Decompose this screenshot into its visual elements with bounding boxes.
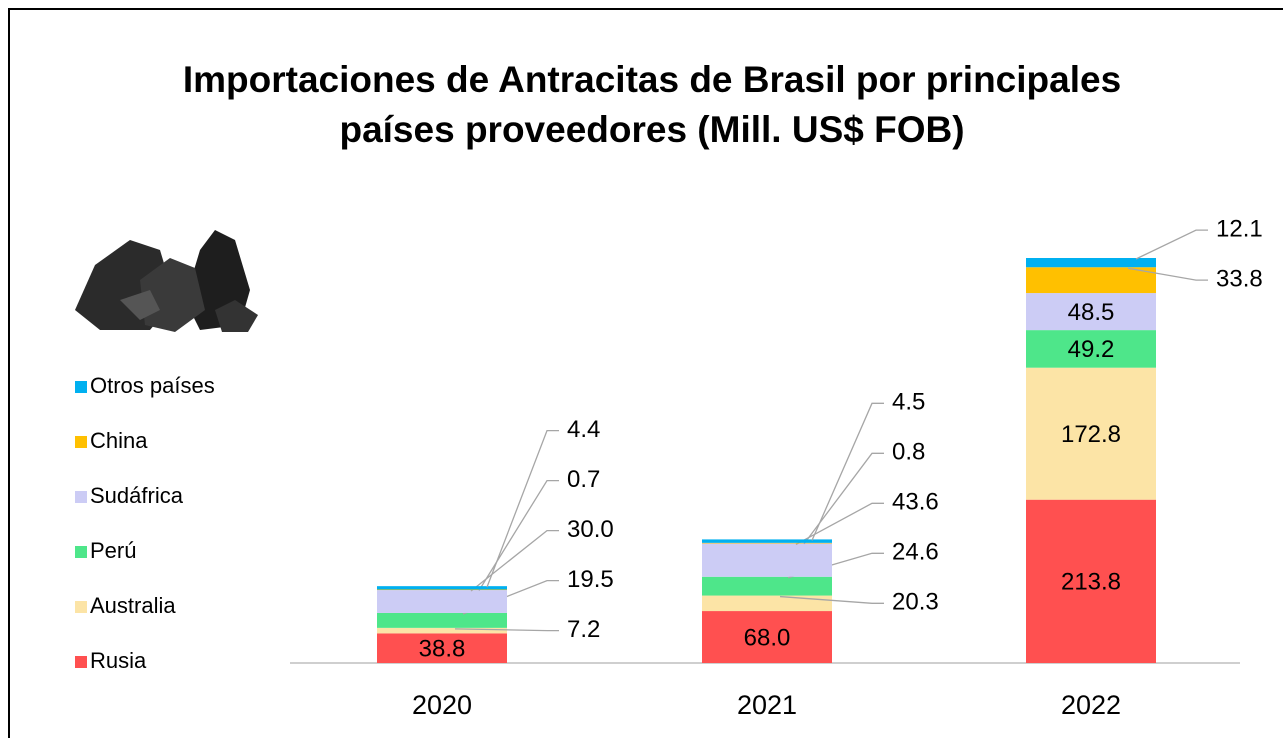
bar-segment	[377, 627, 507, 634]
value-label: 68.0	[744, 624, 791, 651]
legend-label: Rusia	[90, 648, 147, 673]
value-label: 20.3	[892, 589, 939, 616]
legend-swatch	[75, 546, 87, 558]
bar-segment	[1026, 293, 1156, 331]
value-label: 172.8	[1061, 421, 1121, 448]
bar-segment	[1026, 499, 1156, 663]
leader-line	[779, 595, 884, 604]
leader-line	[811, 402, 884, 541]
bar-segment	[377, 612, 507, 628]
x-tick-label: 2020	[412, 690, 472, 720]
leader-line	[1127, 267, 1208, 281]
leader-line	[486, 429, 559, 588]
value-label: 4.5	[892, 389, 925, 416]
value-label: 49.2	[1068, 336, 1115, 363]
bar-segment	[1026, 258, 1156, 268]
legend-swatch	[75, 436, 87, 448]
value-label: 213.8	[1061, 569, 1121, 596]
value-label: 0.7	[567, 466, 600, 493]
bar-segment	[702, 611, 832, 663]
bar-segment	[702, 576, 832, 596]
leader-line	[1135, 229, 1208, 260]
bar-segment	[1026, 267, 1156, 294]
leader-line	[478, 479, 559, 591]
legend-swatch	[75, 381, 87, 393]
x-tick-label: 2022	[1061, 690, 1121, 720]
chart-title: Importaciones de Antracitas de Brasil po…	[183, 59, 1121, 100]
value-label: 38.8	[419, 636, 466, 663]
bar-segment	[702, 595, 832, 612]
legend-swatch	[75, 601, 87, 613]
bar-segment	[1026, 367, 1156, 500]
value-label: 7.2	[567, 616, 600, 643]
value-label: 43.6	[892, 489, 939, 516]
value-label: 24.6	[892, 539, 939, 566]
legend-label: Australia	[90, 593, 176, 618]
leader-line	[454, 628, 559, 632]
bar-segment	[377, 589, 507, 591]
bar-segment	[702, 539, 832, 543]
bar-segment	[1026, 330, 1156, 368]
chart-subtitle: países proveedores (Mill. US$ FOB)	[339, 109, 964, 150]
value-label: 12.1	[1216, 215, 1263, 242]
coal-icon	[75, 230, 258, 332]
bar-segment	[377, 633, 507, 663]
value-label: 48.5	[1068, 299, 1115, 326]
value-label: 30.0	[567, 516, 614, 543]
legend-swatch	[75, 491, 87, 503]
leader-line	[470, 529, 559, 592]
legend-label: Sudáfrica	[90, 483, 184, 508]
value-label: 33.8	[1216, 265, 1263, 292]
bar-segment	[377, 590, 507, 613]
value-label: 0.8	[892, 439, 925, 466]
legend-label: Perú	[90, 538, 136, 563]
bar-segment	[702, 542, 832, 544]
legend-swatch	[75, 656, 87, 668]
leader-line	[795, 502, 884, 546]
bar-segment	[377, 586, 507, 590]
x-tick-label: 2021	[737, 690, 797, 720]
value-label: 19.5	[567, 566, 614, 593]
bar-segment	[702, 543, 832, 577]
value-label: 4.4	[567, 416, 600, 443]
leader-line	[803, 452, 884, 545]
legend-label: China	[90, 428, 148, 453]
legend-label: Otros países	[90, 373, 215, 398]
